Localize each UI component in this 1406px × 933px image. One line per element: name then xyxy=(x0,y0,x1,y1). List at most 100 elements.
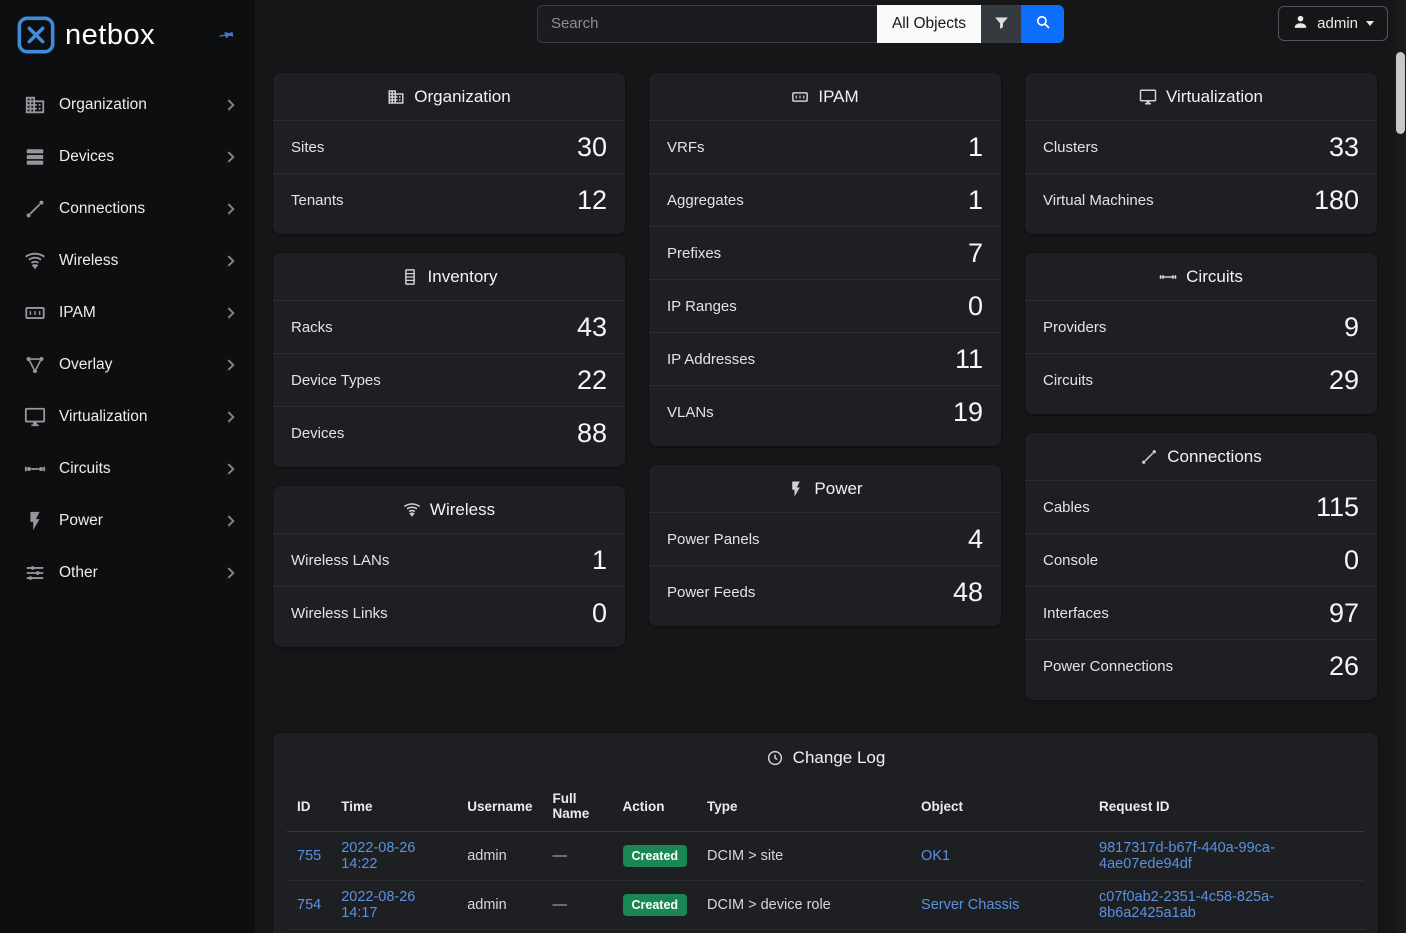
stat-value-interfaces[interactable]: 97 xyxy=(1329,598,1359,629)
search-input[interactable] xyxy=(537,5,877,43)
column-header-type[interactable]: Type xyxy=(697,781,911,832)
search-submit-button[interactable] xyxy=(1021,5,1064,43)
column-header-action[interactable]: Action xyxy=(613,781,698,832)
stat-row: Interfaces 97 xyxy=(1025,586,1377,639)
change-time-link[interactable]: 2022-08-26 14:17 xyxy=(341,889,415,921)
stat-link-aggregates[interactable]: Aggregates xyxy=(667,192,744,209)
stat-value-prefixes[interactable]: 7 xyxy=(968,238,983,269)
stat-value-device-types[interactable]: 22 xyxy=(577,365,607,396)
stat-link-power-feeds[interactable]: Power Feeds xyxy=(667,584,755,601)
stat-link-prefixes[interactable]: Prefixes xyxy=(667,245,721,262)
stat-link-clusters[interactable]: Clusters xyxy=(1043,139,1098,156)
object-link[interactable]: Server Chassis xyxy=(921,897,1019,913)
sidebar-item-wireless[interactable]: Wireless xyxy=(0,235,255,287)
change-id-link[interactable]: 755 xyxy=(297,848,321,864)
card-title: Power xyxy=(814,479,862,499)
sidebar-item-overlay[interactable]: Overlay xyxy=(0,339,255,391)
sidebar-item-devices[interactable]: Devices xyxy=(0,131,255,183)
stat-value-power-panels[interactable]: 4 xyxy=(968,524,983,555)
object-type-dropdown[interactable]: All Objects xyxy=(877,5,981,43)
column-header-id[interactable]: ID xyxy=(287,781,331,832)
stat-link-sites[interactable]: Sites xyxy=(291,139,324,156)
scrollbar[interactable] xyxy=(1395,0,1406,933)
stat-link-racks[interactable]: Racks xyxy=(291,319,333,336)
stat-value-devices[interactable]: 88 xyxy=(577,418,607,449)
stat-link-power-panels[interactable]: Power Panels xyxy=(667,531,760,548)
stat-card-grid: Organization Sites 30 Tenants 12 Invento… xyxy=(273,73,1378,700)
stat-row: Tenants 12 xyxy=(273,173,625,226)
user-label: admin xyxy=(1317,15,1358,32)
stat-link-tenants[interactable]: Tenants xyxy=(291,192,344,209)
user-menu-button[interactable]: admin xyxy=(1278,6,1388,41)
action-badge: Created xyxy=(623,894,688,916)
card-title: Wireless xyxy=(430,500,495,520)
change-time-link[interactable]: 2022-08-26 14:22 xyxy=(341,840,415,872)
stat-link-circuits[interactable]: Circuits xyxy=(1043,372,1093,389)
stat-value-circuits[interactable]: 29 xyxy=(1329,365,1359,396)
stat-link-devices[interactable]: Devices xyxy=(291,425,344,442)
stat-value-aggregates[interactable]: 1 xyxy=(968,185,983,216)
stat-row: Power Feeds 48 xyxy=(649,565,1001,618)
column-header-full-name[interactable]: Full Name xyxy=(543,781,613,832)
stat-link-wireless-lans[interactable]: Wireless LANs xyxy=(291,552,389,569)
sidebar-item-ipam[interactable]: IPAM xyxy=(0,287,255,339)
stat-link-device-types[interactable]: Device Types xyxy=(291,372,381,389)
stat-value-vrfs[interactable]: 1 xyxy=(968,132,983,163)
sidebar-item-other[interactable]: Other xyxy=(0,547,255,599)
sidebar-item-connections[interactable]: Connections xyxy=(0,183,255,235)
building-icon xyxy=(24,94,46,116)
column-header-object[interactable]: Object xyxy=(911,781,1089,832)
table-row: 755 2022-08-26 14:22 admin — Created DCI… xyxy=(287,832,1364,881)
sidebar-item-circuits[interactable]: Circuits xyxy=(0,443,255,495)
chevron-right-icon xyxy=(223,307,234,318)
stat-link-vrfs[interactable]: VRFs xyxy=(667,139,705,156)
stat-value-tenants[interactable]: 12 xyxy=(577,185,607,216)
stat-link-console[interactable]: Console xyxy=(1043,552,1098,569)
request-id-link[interactable]: 9817317d-b67f-440a-99ca-4ae07ede94df xyxy=(1099,840,1275,872)
pin-icon[interactable] xyxy=(215,24,239,48)
sidebar-item-label: Other xyxy=(59,564,225,582)
stat-link-vlans[interactable]: VLANs xyxy=(667,404,714,421)
stat-value-power-connections[interactable]: 26 xyxy=(1329,651,1359,682)
card-title: Organization xyxy=(414,87,510,107)
filter-button[interactable] xyxy=(981,5,1021,43)
stat-value-clusters[interactable]: 33 xyxy=(1329,132,1359,163)
sidebar-item-label: Overlay xyxy=(59,356,225,374)
stat-link-virtual-machines[interactable]: Virtual Machines xyxy=(1043,192,1154,209)
stat-value-ip-ranges[interactable]: 0 xyxy=(968,291,983,322)
stat-value-wireless-lans[interactable]: 1 xyxy=(592,545,607,576)
sidebar-item-virtualization[interactable]: Virtualization xyxy=(0,391,255,443)
stat-value-providers[interactable]: 9 xyxy=(1344,312,1359,343)
username-cell: admin xyxy=(457,881,542,930)
column-header-username[interactable]: Username xyxy=(457,781,542,832)
stat-value-wireless-links[interactable]: 0 xyxy=(592,598,607,629)
sidebar-item-organization[interactable]: Organization xyxy=(0,79,255,131)
scrollbar-thumb[interactable] xyxy=(1396,52,1405,134)
column-2: IPAM VRFs 1 Aggregates 1 Prefixes 7 IP R… xyxy=(649,73,1001,700)
stat-link-power-connections[interactable]: Power Connections xyxy=(1043,658,1173,675)
request-id-link[interactable]: c07f0ab2-2351-4c58-825a-8b6a2425a1ab xyxy=(1099,889,1274,921)
stat-value-cables[interactable]: 115 xyxy=(1316,492,1359,523)
stat-link-ip-addresses[interactable]: IP Addresses xyxy=(667,351,755,368)
sidebar-item-power[interactable]: Power xyxy=(0,495,255,547)
brand[interactable]: netbox xyxy=(0,0,255,65)
stat-link-wireless-links[interactable]: Wireless Links xyxy=(291,605,388,622)
column-header-time[interactable]: Time xyxy=(331,781,457,832)
column-header-request-id[interactable]: Request ID xyxy=(1089,781,1364,832)
change-id-link[interactable]: 754 xyxy=(297,897,321,913)
stat-link-interfaces[interactable]: Interfaces xyxy=(1043,605,1109,622)
stat-value-vlans[interactable]: 19 xyxy=(953,397,983,428)
wireless-card: Wireless Wireless LANs 1 Wireless Links … xyxy=(273,486,625,647)
card-header: Wireless xyxy=(273,486,625,533)
card-title: Connections xyxy=(1167,447,1262,467)
stat-value-virtual-machines[interactable]: 180 xyxy=(1314,185,1359,216)
stat-link-cables[interactable]: Cables xyxy=(1043,499,1090,516)
object-link[interactable]: OK1 xyxy=(921,848,950,864)
stat-link-providers[interactable]: Providers xyxy=(1043,319,1106,336)
stat-value-sites[interactable]: 30 xyxy=(577,132,607,163)
stat-value-ip-addresses[interactable]: 11 xyxy=(955,344,983,375)
stat-value-power-feeds[interactable]: 48 xyxy=(953,577,983,608)
stat-value-racks[interactable]: 43 xyxy=(577,312,607,343)
stat-value-console[interactable]: 0 xyxy=(1344,545,1359,576)
stat-link-ip-ranges[interactable]: IP Ranges xyxy=(667,298,737,315)
